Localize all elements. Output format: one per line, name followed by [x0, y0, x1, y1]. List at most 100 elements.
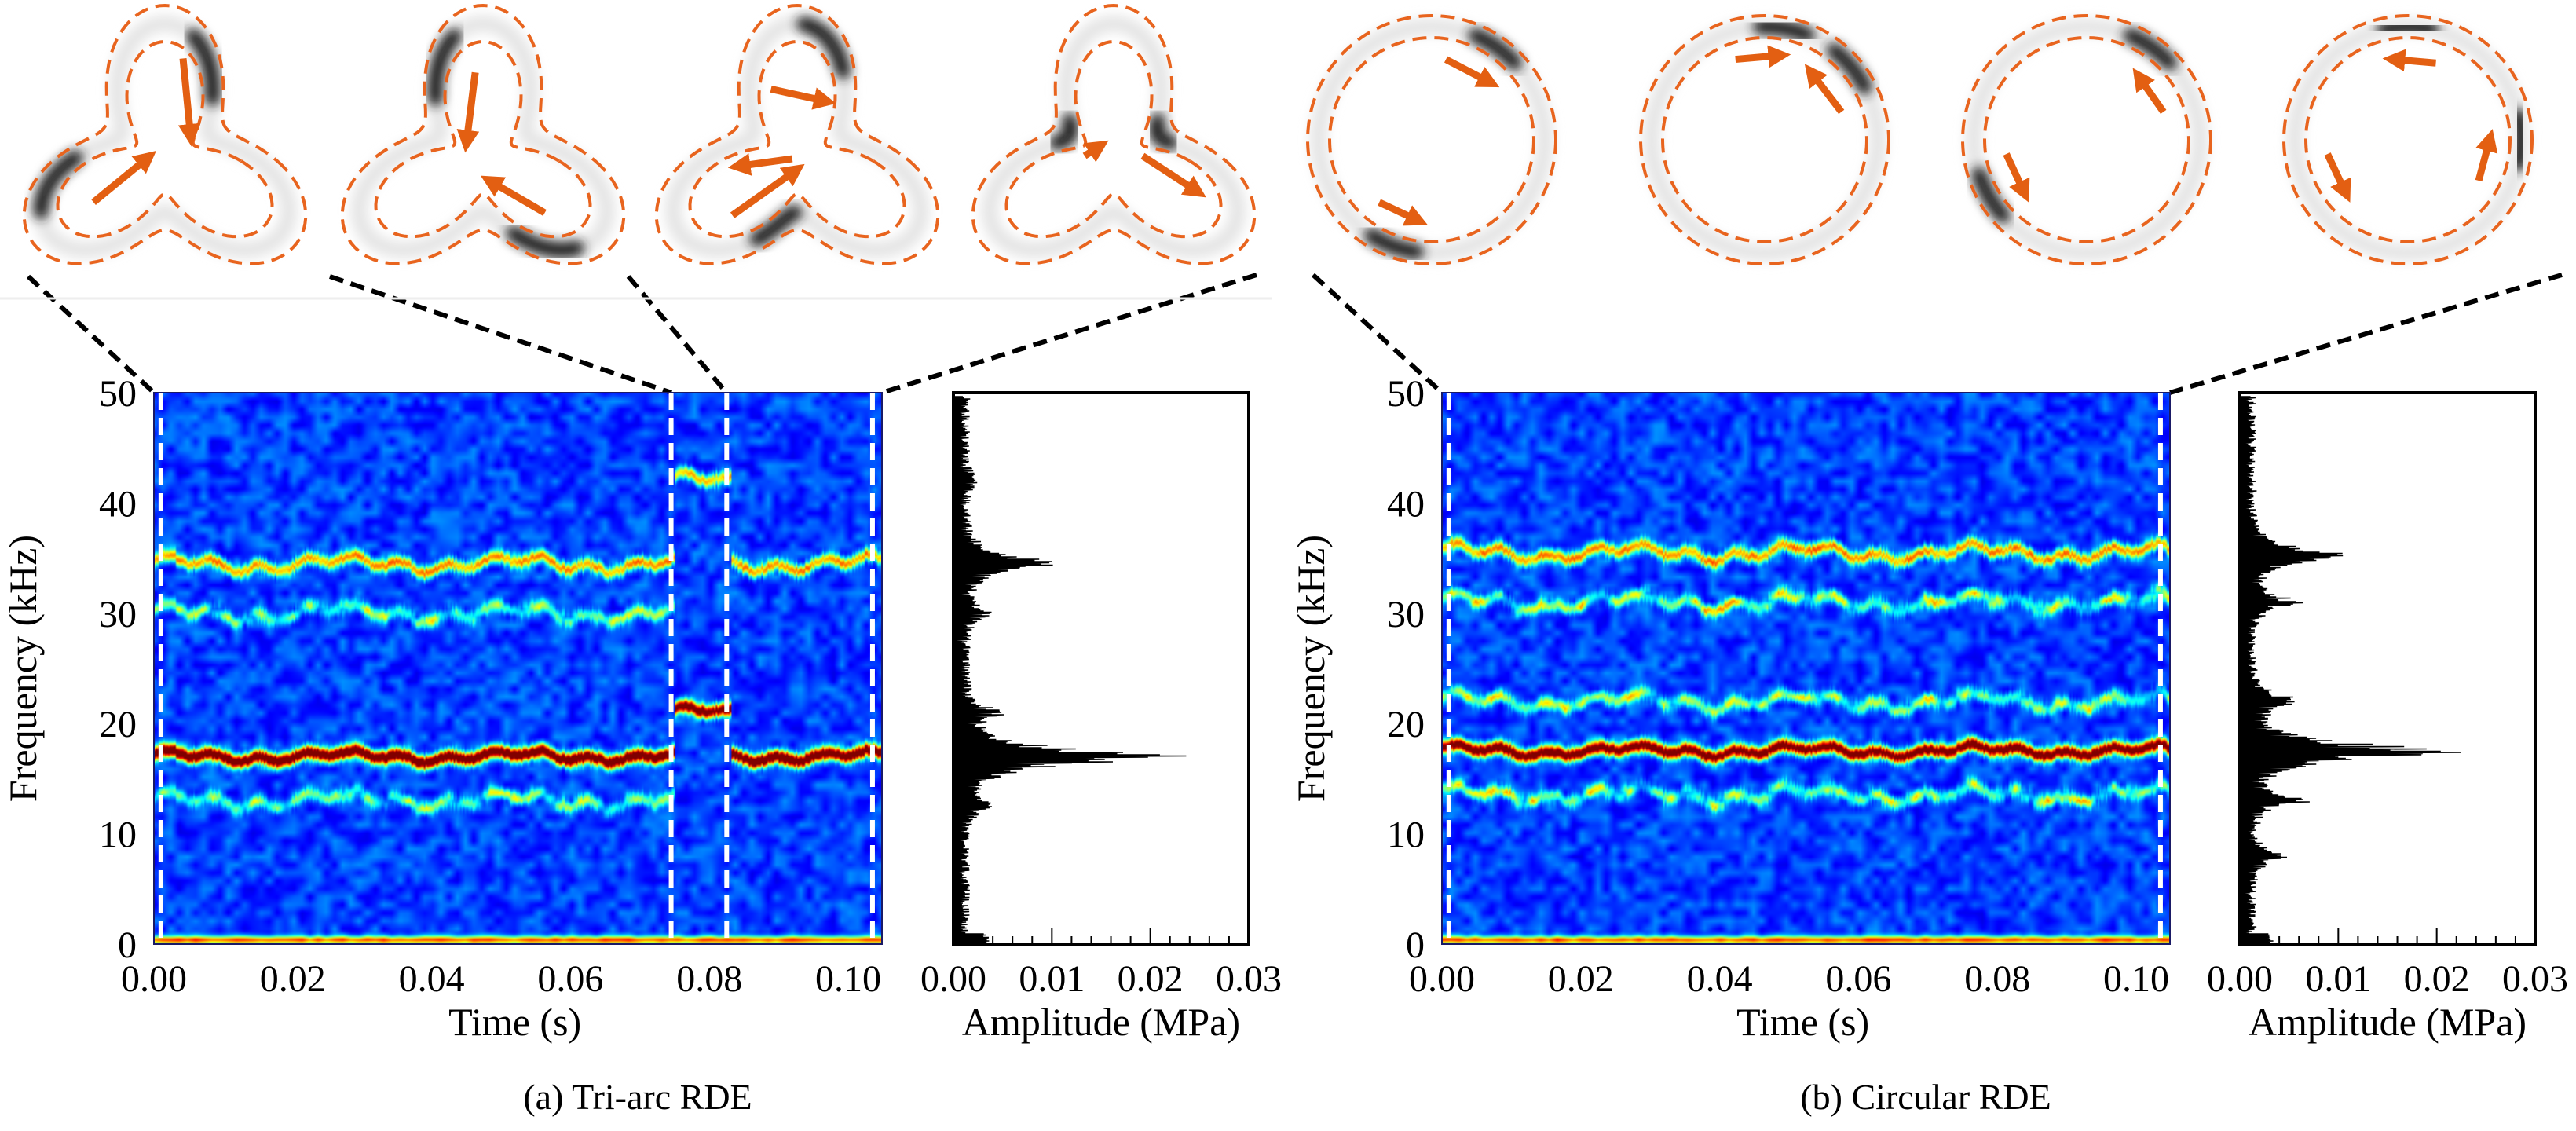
detonation-wave-blob [2377, 18, 2439, 38]
detonation-snapshots [22, 3, 2534, 266]
channel-wall-dashed [22, 3, 308, 265]
propagation-arrow-icon [1804, 64, 1845, 115]
channel-wall-dashed [2303, 35, 2512, 244]
propagation-arrow-icon [480, 175, 547, 216]
detonation-wave-blob [33, 150, 83, 219]
combustor-channel [664, 14, 930, 259]
x-tick-label: 0.02 [1548, 958, 1614, 1000]
detonation-wave-blob [185, 28, 221, 106]
y-tick-label: 20 [99, 704, 137, 745]
x-tick-label: 0.08 [1964, 958, 2030, 1000]
propagation-arrow-icon [2324, 152, 2351, 203]
amplitude-spectrum-line [953, 396, 1187, 945]
panel-b: 0 10 20 30 40 50 0.00 0.02 0.04 0.06 0.08 0.10 Time … [1289, 373, 2568, 1117]
propagation-arrow-icon [730, 163, 805, 218]
zoom-connector-line [2169, 273, 2563, 395]
detonation-wave-blob [1826, 42, 1873, 95]
channel-wall-dashed [56, 39, 274, 239]
y-tick-label: 0 [118, 924, 137, 966]
detonation-wave-blob [1971, 167, 2011, 224]
zoom-connector-line [881, 273, 1257, 395]
amplitude-axis-title: Amplitude (MPa) [962, 1000, 1240, 1044]
combustor-channel [2285, 17, 2530, 262]
y-tick-label: 50 [1387, 373, 1425, 415]
spectrogram-tri-arc [154, 393, 882, 944]
channel-wall-dashed [1327, 35, 1536, 244]
x-axis-title: Time (s) [1736, 1000, 1869, 1044]
zoom-connectors [0, 273, 2563, 395]
x-tick-label: 0.04 [1687, 958, 1753, 1000]
spectrogram-circular [1442, 393, 2170, 944]
circular-snapshot [1638, 13, 1891, 266]
y-tick-label: 30 [1387, 594, 1425, 635]
y-axis-title: Frequency (kHz) [1, 535, 45, 802]
amplitude-axis-title: Amplitude (MPa) [2249, 1000, 2527, 1044]
y-tick-label: 50 [99, 373, 137, 415]
tri-arc-snapshot [340, 3, 626, 265]
propagation-arrow-icon [2382, 49, 2436, 72]
combustor-channel [981, 14, 1246, 259]
propagation-arrow-icon [2475, 129, 2498, 182]
tri-arc-snapshot [654, 3, 940, 265]
x-tick-label: 0.06 [1825, 958, 1891, 1000]
y-tick-label: 30 [99, 594, 137, 635]
channel-wall-dashed [1305, 13, 1558, 266]
amplitude-frame [2238, 391, 2537, 946]
detonation-wave-blob [1363, 228, 1424, 260]
detonation-wave-blob [1049, 113, 1079, 151]
channel-wall-dashed [374, 39, 592, 239]
channel-wall-dashed [971, 3, 1257, 265]
detonation-wave-blob [2123, 27, 2178, 71]
amplitude-tick-label: 0.03 [1216, 958, 1282, 1000]
propagation-arrow-icon [177, 57, 201, 147]
propagation-arrow-icon [2003, 152, 2030, 203]
propagation-arrow-icon [727, 153, 793, 176]
detonation-wave-blob [2510, 108, 2530, 171]
channel-wall-dashed [1638, 13, 1891, 266]
channel-wall-dashed [1004, 39, 1223, 239]
propagation-arrow-icon [1378, 199, 1428, 226]
channel-wall-dashed [1660, 35, 1869, 244]
propagation-arrow-icon [2132, 68, 2167, 115]
propagation-arrow-icon [456, 71, 480, 153]
zoom-connector-line [26, 274, 156, 395]
channel-wall-dashed [340, 3, 626, 265]
x-tick-label: 0.00 [121, 958, 187, 1000]
spectrogram-frame [153, 392, 883, 945]
tri-arc-snapshot [22, 3, 308, 265]
combustor-channel [350, 14, 616, 259]
amplitude-tick-label: 0.01 [2305, 958, 2371, 1000]
y-tick-label: 10 [1387, 814, 1425, 856]
panel-a: 0 10 20 30 40 50 0.00 0.02 0.04 0.06 0.08 0.10 Time … [1, 373, 1282, 1117]
amplitude-tick-label: 0.02 [2404, 958, 2470, 1000]
x-tick-label: 0.04 [399, 958, 465, 1000]
x-tick-label: 0.06 [537, 958, 603, 1000]
y-tick-label: 20 [1387, 704, 1425, 745]
amplitude-spectrum-line [2239, 396, 2461, 945]
y-tick-label: 10 [99, 814, 137, 856]
detonation-wave-blob [1468, 27, 1523, 71]
x-tick-label: 0.10 [815, 958, 881, 1000]
detonation-wave-blob [506, 225, 584, 258]
amplitude-tick-label: 0.02 [1118, 958, 1184, 1000]
spectrogram-frame [1441, 392, 2171, 945]
propagation-arrow-icon [1444, 56, 1500, 88]
propagation-arrow-icon [1082, 140, 1109, 163]
amplitude-tick-label: 0.00 [2207, 958, 2273, 1000]
detonation-wave-blob [796, 16, 851, 79]
zoom-connector-line [329, 274, 672, 395]
propagation-arrow-icon [1735, 45, 1791, 68]
zoom-connector-line [626, 275, 729, 394]
detonation-wave-blob [1148, 113, 1178, 151]
detonation-wave-blob [427, 28, 463, 106]
channel-wall-dashed [1960, 13, 2213, 266]
y-tick-label: 0 [1406, 924, 1425, 966]
circular-snapshot [1305, 13, 1558, 266]
amplitude-tick-label: 0.00 [920, 958, 986, 1000]
x-tick-label: 0.00 [1409, 958, 1475, 1000]
amplitude-frame [952, 391, 1250, 946]
channel-wall-dashed [2281, 13, 2534, 266]
propagation-arrow-icon [1140, 152, 1206, 198]
panel-caption: (a) Tri-arc RDE [523, 1077, 752, 1117]
amplitude-tick-label: 0.03 [2502, 958, 2568, 1000]
